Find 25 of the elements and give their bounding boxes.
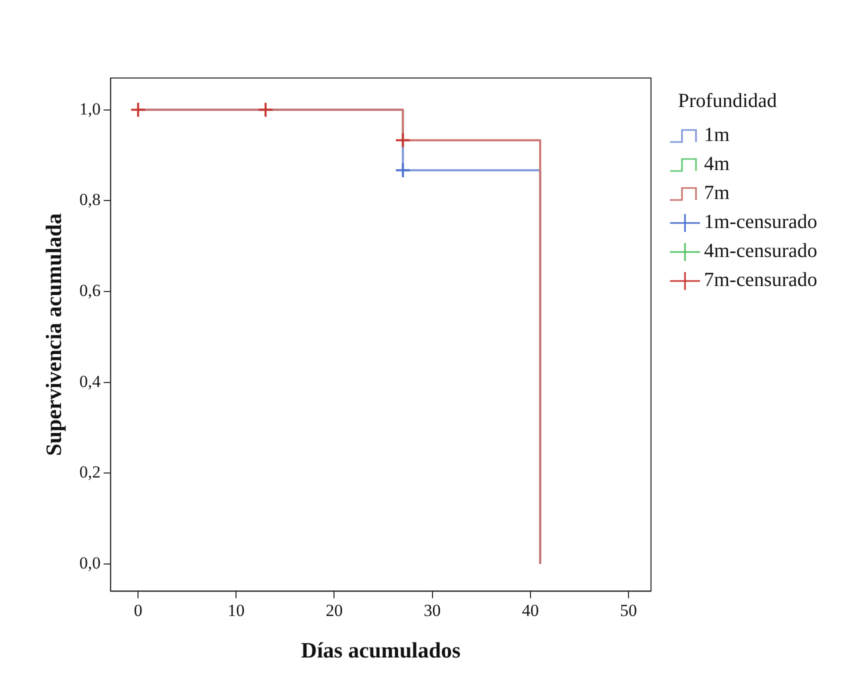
x-tick-label: 50 <box>620 600 637 620</box>
point <box>394 162 411 178</box>
legend-label: 7m-censurado <box>704 269 818 292</box>
x-axis-title: Días acumulados <box>301 637 462 662</box>
legend-label: 4m-censurado <box>704 240 818 263</box>
point <box>394 132 411 148</box>
x-tick-label: 30 <box>424 600 441 620</box>
y-axis-title: Supervivencia acumulada <box>40 213 66 456</box>
y-tick-label: 1,0 <box>79 99 101 118</box>
legend-label: 1m <box>704 124 730 147</box>
x-tick-label: 20 <box>326 600 343 620</box>
y-tick-label: 0,0 <box>79 553 101 572</box>
y-tick-label: 0,6 <box>79 280 101 300</box>
y-tick-label: 0,4 <box>79 372 102 391</box>
y-tick-label: 0,8 <box>79 190 101 210</box>
legend-label: 4m <box>704 153 730 176</box>
legend-label: 7m <box>704 182 730 205</box>
point <box>258 102 274 118</box>
legend-label: 1m-censurado <box>704 211 818 234</box>
y-tick-label: 0,2 <box>79 462 101 482</box>
x-tick-label: 10 <box>228 600 245 620</box>
legend-title: Profundidad <box>678 90 778 113</box>
x-tick-label: 0 <box>134 600 142 620</box>
x-tick-label: 40 <box>522 600 539 620</box>
point <box>130 102 146 118</box>
